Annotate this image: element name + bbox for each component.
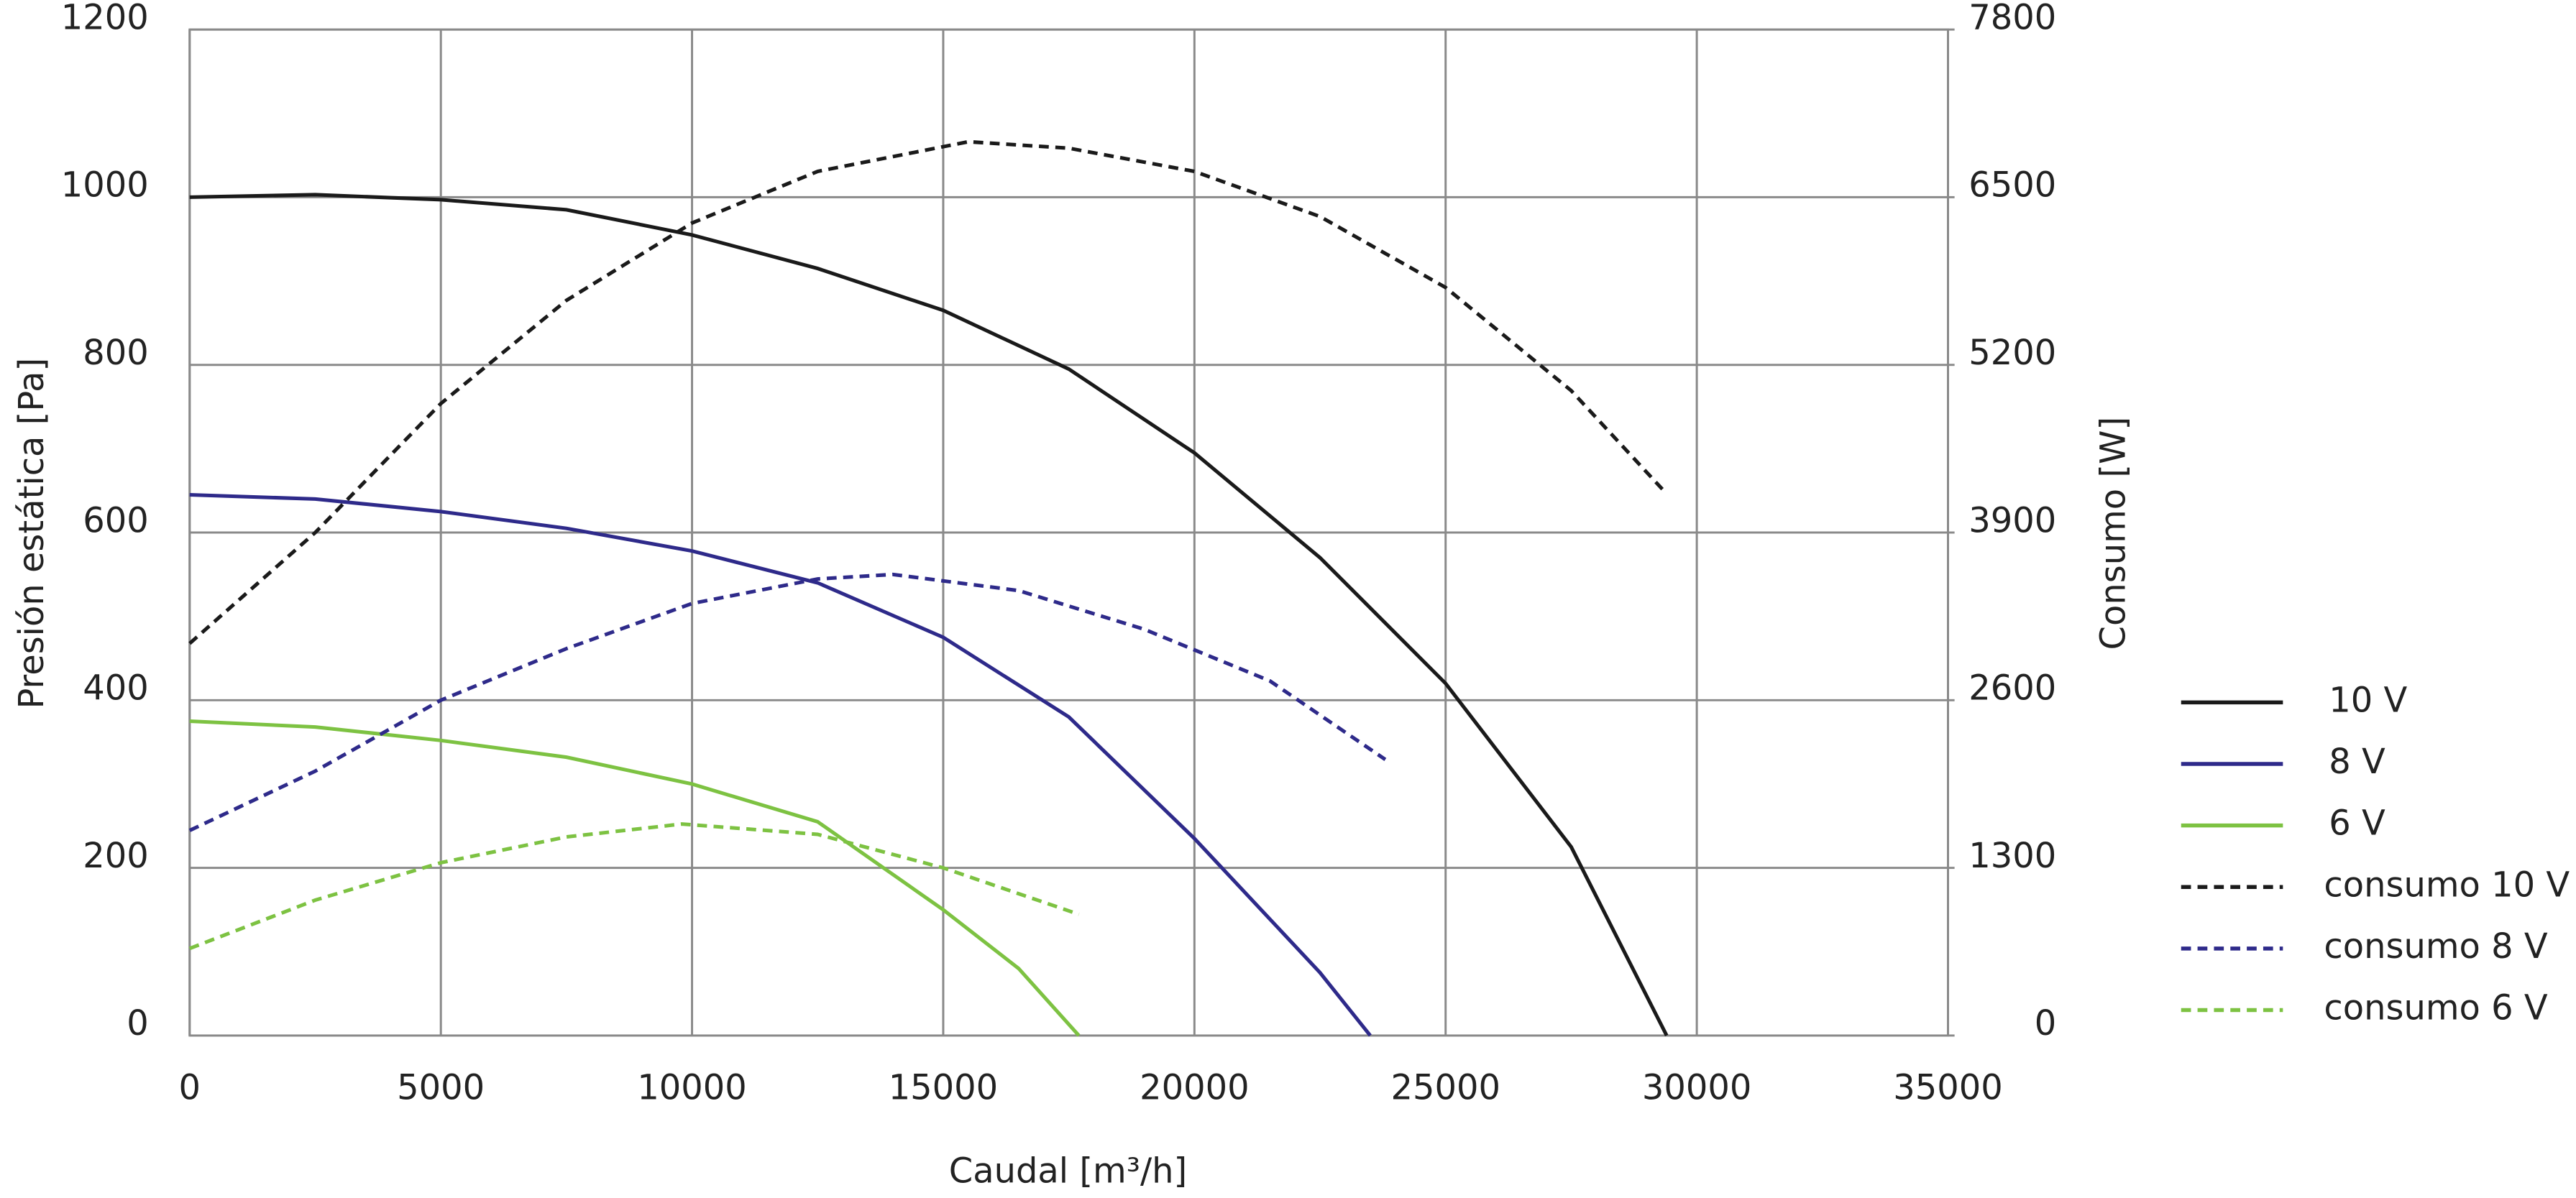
x-tick-label: 25000 xyxy=(1390,1067,1500,1107)
x-tick-label: 35000 xyxy=(1893,1067,2003,1107)
y2-tick-label: 0 xyxy=(2035,1003,2057,1043)
x-tick-label: 15000 xyxy=(889,1067,999,1107)
y2-tick-label: 1300 xyxy=(1968,836,2056,876)
y-axis-title: Presión estática [Pa] xyxy=(12,358,52,709)
x-axis-title: Caudal [m³/h] xyxy=(949,1151,1187,1192)
x-tick-label: 20000 xyxy=(1140,1067,1249,1107)
x-tick-label: 5000 xyxy=(397,1067,485,1107)
y2-tick-label: 3900 xyxy=(1968,500,2056,540)
series-line xyxy=(189,719,1081,1037)
legend-label: consumo 10 V xyxy=(2324,865,2570,905)
legend-label: 8 V xyxy=(2329,742,2385,782)
y2-tick-label: 6500 xyxy=(1968,165,2056,206)
y2-tick-label: 2600 xyxy=(1968,668,2056,709)
x-tick-label: 10000 xyxy=(637,1067,747,1107)
y-tick-label: 200 xyxy=(83,836,149,876)
y2-tick-label: 5200 xyxy=(1968,333,2056,373)
series-line xyxy=(189,193,1669,1037)
y-tick-label: 400 xyxy=(83,668,149,709)
legend-label: consumo 6 V xyxy=(2324,988,2547,1028)
y-tick-label: 600 xyxy=(83,500,149,540)
series-line xyxy=(188,822,1080,951)
y-tick-label: 1200 xyxy=(61,0,149,37)
x-tick-label: 30000 xyxy=(1642,1067,1752,1107)
series-line xyxy=(189,493,1372,1037)
x-tick-label: 0 xyxy=(179,1067,201,1107)
y2-tick-label: 7800 xyxy=(1968,0,2056,37)
y-tick-label: 800 xyxy=(83,333,149,373)
series-line xyxy=(188,572,1387,832)
legend-label: 6 V xyxy=(2329,803,2385,844)
y-tick-label: 0 xyxy=(127,1003,149,1043)
legend-label: consumo 8 V xyxy=(2324,926,2547,967)
series-line xyxy=(188,139,1669,645)
y2-axis-title: Consumo [W] xyxy=(2093,417,2133,650)
legend-label: 10 V xyxy=(2329,680,2407,720)
y-tick-label: 1000 xyxy=(61,165,149,206)
